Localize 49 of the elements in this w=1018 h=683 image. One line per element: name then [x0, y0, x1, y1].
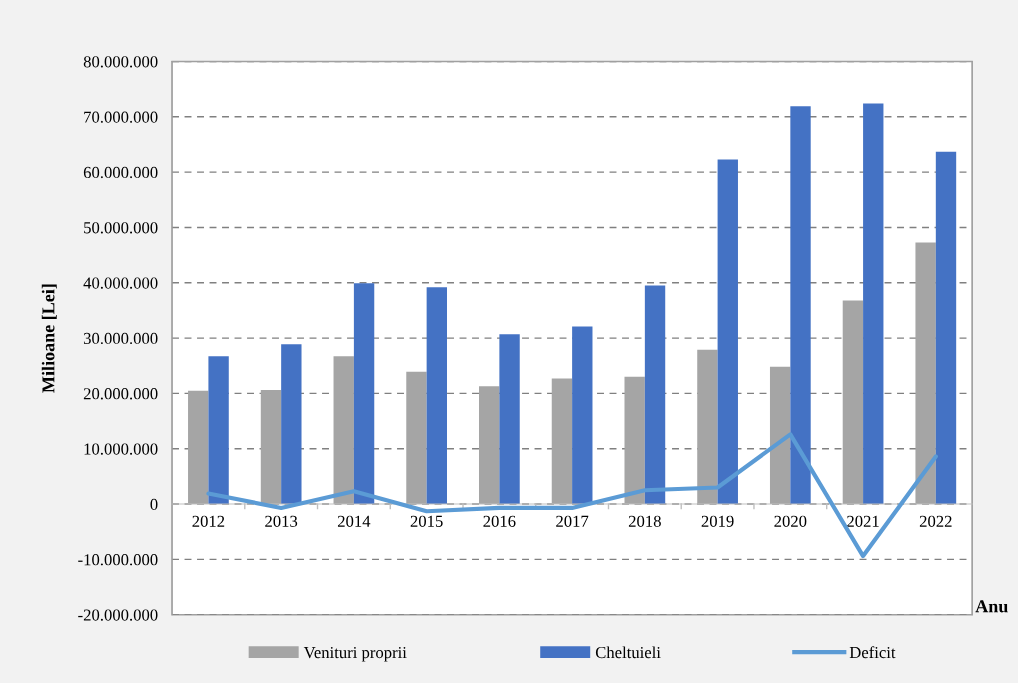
bar: [281, 344, 302, 505]
bar: [572, 326, 593, 505]
y-tick-label: -20.000.000: [78, 609, 158, 621]
x-tick-label: 2016: [483, 515, 516, 527]
bar: [915, 242, 936, 505]
y-tick-label: 30.000.000: [83, 332, 158, 345]
x-tick-label: 2018: [628, 515, 661, 527]
y-tick-label: 10.000.000: [84, 443, 158, 455]
y-tick-label: -10.000.000: [78, 554, 158, 566]
legend-label: Cheltuieli: [595, 646, 661, 659]
x-tick-label: 2021: [847, 515, 879, 527]
bar: [499, 334, 520, 505]
y-tick-label: 70.000.000: [84, 111, 158, 123]
y-tick-label: 40.000.000: [83, 277, 158, 289]
legend-label: Venituri proprii: [303, 646, 407, 662]
bar: [551, 378, 573, 505]
bar: [188, 390, 209, 505]
bar: [208, 356, 229, 505]
x-tick-label: 2014: [337, 515, 371, 527]
y-tick-label: 50.000.000: [84, 222, 158, 234]
x-tick-label: 2013: [265, 515, 298, 527]
x-tick-label: 2019: [701, 515, 734, 527]
bar: [697, 349, 718, 505]
bar: [790, 106, 811, 505]
x-tick-label: 2012: [192, 515, 225, 527]
bar: [644, 285, 666, 505]
y-tick-label: 0: [150, 498, 158, 510]
x-tick-label: 2022: [919, 515, 952, 527]
x-tick-label: 2015: [410, 515, 443, 527]
x-tick-label: 2020: [774, 515, 807, 527]
bar: [406, 371, 427, 505]
bar: [935, 151, 957, 505]
x-axis-title: Anu: [975, 600, 1008, 613]
bar: [717, 159, 738, 505]
y-tick-label: 60.000.000: [83, 166, 158, 179]
y-tick-label: 80.000.000: [83, 56, 158, 68]
y-tick-label: 20.000.000: [83, 388, 158, 400]
bar: [426, 287, 447, 505]
bar: [260, 390, 282, 505]
legend-label: Deficit: [849, 646, 896, 659]
bar: [333, 356, 354, 505]
bar: [353, 283, 375, 505]
bar: [479, 386, 500, 505]
y-axis-title: Milioane [Lei]: [41, 284, 57, 393]
bar: [842, 300, 864, 505]
bar: [863, 103, 884, 505]
x-tick-label: 2017: [556, 515, 589, 527]
bar: [769, 366, 791, 505]
bar: [624, 376, 645, 505]
